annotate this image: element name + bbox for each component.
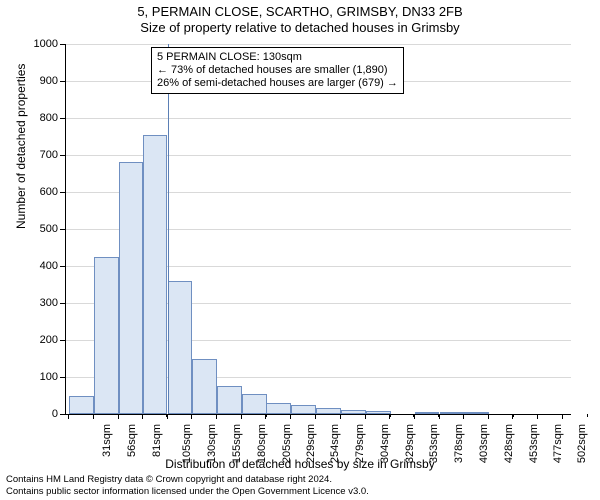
xtick-label: 329sqm xyxy=(404,424,416,463)
xtick-mark xyxy=(216,414,217,419)
xtick-label: 56sqm xyxy=(126,424,138,457)
xtick-label: 205sqm xyxy=(281,424,293,463)
gridline xyxy=(66,44,571,45)
xtick-mark xyxy=(68,414,69,419)
ytick-label: 0 xyxy=(18,408,58,420)
xtick-label: 304sqm xyxy=(379,424,391,463)
ytick-label: 700 xyxy=(18,149,58,161)
histogram-bar xyxy=(316,408,341,414)
xtick-mark xyxy=(290,414,291,419)
y-axis-label: Number of detached properties xyxy=(14,64,28,229)
xtick-mark xyxy=(265,414,266,419)
histogram-bar xyxy=(192,359,217,415)
xtick-mark xyxy=(365,414,366,419)
xtick-label: 254sqm xyxy=(330,424,342,463)
ytick-label: 800 xyxy=(18,112,58,124)
xtick-mark xyxy=(167,414,168,419)
xtick-mark xyxy=(562,414,563,419)
chart-titles: 5, PERMAIN CLOSE, SCARTHO, GRIMSBY, DN33… xyxy=(0,4,600,36)
xtick-mark xyxy=(142,414,143,419)
xtick-label: 130sqm xyxy=(206,424,218,463)
property-marker-line xyxy=(168,44,169,414)
ytick-mark xyxy=(60,44,65,45)
histogram-bar xyxy=(366,411,391,414)
ytick-label: 500 xyxy=(18,223,58,235)
histogram-bar xyxy=(119,162,144,414)
xtick-label: 105sqm xyxy=(181,424,193,463)
xtick-mark xyxy=(488,414,489,419)
xtick-mark xyxy=(315,414,316,419)
histogram-bar xyxy=(94,257,119,414)
xtick-mark xyxy=(463,414,464,419)
xtick-label: 353sqm xyxy=(428,424,440,463)
xtick-label: 378sqm xyxy=(453,424,465,463)
histogram-bar xyxy=(266,403,291,414)
xtick-minor xyxy=(587,414,588,417)
histogram-bar xyxy=(440,412,465,414)
histogram-bar xyxy=(341,410,366,414)
xtick-label: 155sqm xyxy=(231,424,243,463)
ytick-label: 300 xyxy=(18,297,58,309)
ytick-label: 200 xyxy=(18,334,58,346)
xtick-label: 403sqm xyxy=(478,424,490,463)
ytick-mark xyxy=(60,340,65,341)
xtick-mark xyxy=(241,414,242,419)
histogram-bar xyxy=(415,412,440,414)
ytick-label: 400 xyxy=(18,260,58,272)
histogram-bar xyxy=(464,412,489,414)
histogram-bar xyxy=(143,135,168,414)
xtick-label: 453sqm xyxy=(528,424,540,463)
xtick-mark xyxy=(512,414,513,419)
ytick-mark xyxy=(60,155,65,156)
ytick-mark xyxy=(60,303,65,304)
xtick-label: 229sqm xyxy=(305,424,317,463)
xtick-mark xyxy=(340,414,341,419)
ytick-mark xyxy=(60,192,65,193)
histogram-bar xyxy=(242,394,267,414)
xtick-mark xyxy=(118,414,119,419)
ytick-mark xyxy=(60,414,65,415)
ytick-label: 600 xyxy=(18,186,58,198)
footer-line2: Contains public sector information licen… xyxy=(6,486,369,498)
ytick-mark xyxy=(60,118,65,119)
footer-attribution: Contains HM Land Registry data © Crown c… xyxy=(6,474,369,498)
histogram-bar xyxy=(69,396,94,415)
ytick-mark xyxy=(60,81,65,82)
annotation-box: 5 PERMAIN CLOSE: 130sqm ← 73% of detache… xyxy=(151,47,404,94)
ytick-mark xyxy=(60,229,65,230)
xtick-label: 81sqm xyxy=(151,424,163,457)
xtick-mark xyxy=(439,414,440,419)
histogram-bar xyxy=(168,281,193,414)
annotation-line3: 26% of semi-detached houses are larger (… xyxy=(157,77,398,90)
ytick-label: 1000 xyxy=(18,38,58,50)
chart-title-subtitle: Size of property relative to detached ho… xyxy=(0,20,600,36)
gridline xyxy=(66,118,571,119)
xtick-label: 428sqm xyxy=(503,424,515,463)
xtick-label: 279sqm xyxy=(355,424,367,463)
histogram-bar xyxy=(217,386,242,414)
xtick-mark xyxy=(537,414,538,419)
xtick-mark xyxy=(389,414,390,419)
chart-root: 5, PERMAIN CLOSE, SCARTHO, GRIMSBY, DN33… xyxy=(0,0,600,500)
xtick-label: 477sqm xyxy=(552,424,564,463)
annotation-line2: ← 73% of detached houses are smaller (1,… xyxy=(157,64,398,77)
xtick-mark xyxy=(414,414,415,419)
xtick-label: 31sqm xyxy=(101,424,113,457)
ytick-label: 100 xyxy=(18,371,58,383)
histogram-bar xyxy=(291,405,316,414)
xtick-mark xyxy=(191,414,192,419)
ytick-mark xyxy=(60,266,65,267)
ytick-label: 900 xyxy=(18,75,58,87)
xtick-label: 180sqm xyxy=(256,424,268,463)
chart-title-address: 5, PERMAIN CLOSE, SCARTHO, GRIMSBY, DN33… xyxy=(0,4,600,20)
annotation-line1: 5 PERMAIN CLOSE: 130sqm xyxy=(157,51,398,64)
ytick-mark xyxy=(60,377,65,378)
footer-line1: Contains HM Land Registry data © Crown c… xyxy=(6,474,369,486)
xtick-mark xyxy=(93,414,94,419)
xtick-label: 502sqm xyxy=(577,424,589,463)
plot-area: 5 PERMAIN CLOSE: 130sqm ← 73% of detache… xyxy=(65,44,571,415)
